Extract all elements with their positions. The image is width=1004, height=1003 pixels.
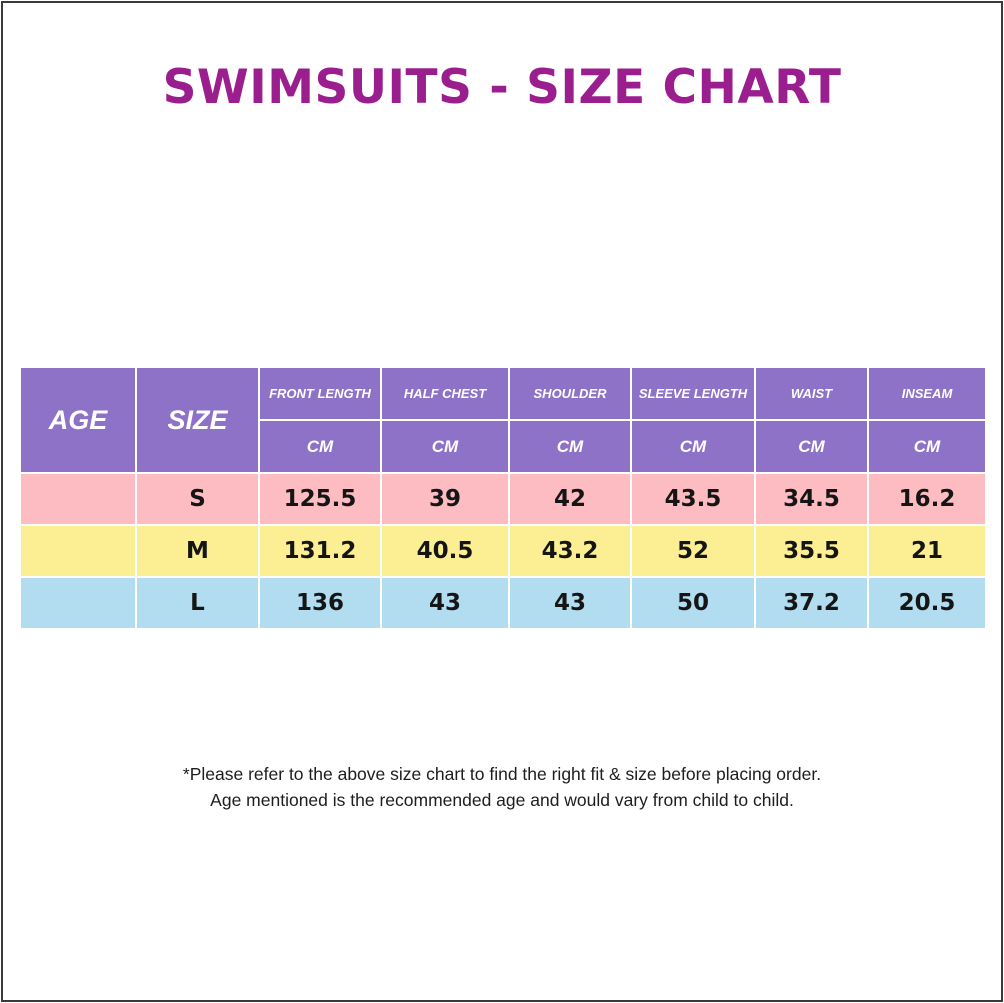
- cell-waist: 34.5: [754, 472, 869, 526]
- header-shoulder: SHOULDER: [508, 366, 632, 421]
- cell-half-chest: 40.5: [380, 524, 510, 578]
- cell-half-chest: 39: [380, 472, 510, 526]
- cell-inseam: 16.2: [867, 472, 987, 526]
- table-row-s: S 125.5 39 42 43.5 34.5 16.2: [19, 472, 987, 526]
- unit-half-chest: CM: [380, 419, 510, 474]
- unit-sleeve-length: CM: [630, 419, 756, 474]
- header-half-chest: HALF CHEST: [380, 366, 510, 421]
- unit-front-length: CM: [258, 419, 382, 474]
- header-age: AGE: [19, 366, 137, 474]
- cell-size: M: [135, 524, 260, 578]
- cell-sleeve-length: 52: [630, 524, 756, 578]
- table-row-m: M 131.2 40.5 43.2 52 35.5 21: [19, 524, 987, 578]
- cell-front-length: 131.2: [258, 524, 382, 578]
- header-row-units: CM CM CM CM CM CM: [20, 419, 987, 474]
- size-chart-table: AGE SIZE FRONT LENGTH HALF CHEST SHOULDE…: [19, 366, 987, 630]
- cell-inseam: 20.5: [867, 576, 987, 630]
- cell-size: S: [135, 472, 260, 526]
- cell-sleeve-length: 43.5: [630, 472, 756, 526]
- page-title: SWIMSUITS - SIZE CHART: [162, 60, 842, 115]
- cell-waist: 37.2: [754, 576, 869, 630]
- unit-waist: CM: [754, 419, 869, 474]
- cell-shoulder: 42: [508, 472, 632, 526]
- header-waist: WAIST: [754, 366, 869, 421]
- age-note: Age mentioned is the recommended age and…: [210, 790, 794, 810]
- cell-front-length: 125.5: [258, 472, 382, 526]
- cell-inseam: 21: [867, 524, 987, 578]
- cell-sleeve-length: 50: [630, 576, 756, 630]
- cell-shoulder: 43.2: [508, 524, 632, 578]
- header-front-length: FRONT LENGTH: [258, 366, 382, 421]
- table-row-l: L 136 43 43 50 37.2 20.5: [19, 576, 987, 630]
- cell-half-chest: 43: [380, 576, 510, 630]
- unit-inseam: CM: [867, 419, 987, 474]
- cell-front-length: 136: [258, 576, 382, 630]
- cell-age: [19, 576, 137, 630]
- cell-shoulder: 43: [508, 576, 632, 630]
- fit-note: *Please refer to the above size chart to…: [182, 764, 822, 784]
- cell-size: L: [135, 576, 260, 630]
- header-row-labels: AGE SIZE FRONT LENGTH HALF CHEST SHOULDE…: [19, 366, 987, 474]
- header-inseam: INSEAM: [867, 366, 987, 421]
- cell-waist: 35.5: [754, 524, 869, 578]
- cell-age: [19, 472, 137, 526]
- cell-age: [19, 524, 137, 578]
- unit-shoulder: CM: [508, 419, 632, 474]
- header-sleeve-length: SLEEVE LENGTH: [630, 366, 756, 421]
- header-size: SIZE: [135, 366, 260, 474]
